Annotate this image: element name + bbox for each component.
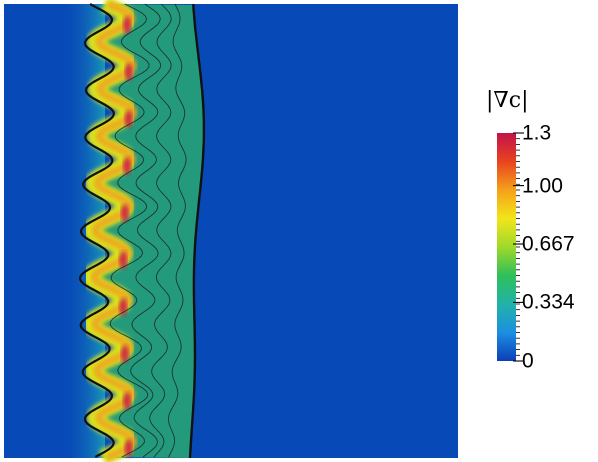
colorbar-tick-label: 0 bbox=[522, 349, 534, 373]
colorbar-ticks bbox=[513, 132, 524, 362]
hotspot bbox=[123, 392, 132, 410]
fingering-front-contour bbox=[78, 3, 115, 458]
hotspot bbox=[124, 439, 133, 457]
hotspot bbox=[119, 251, 128, 269]
colorbar-tick-label: 1.3 bbox=[522, 121, 552, 145]
right-front-contour bbox=[188, 3, 206, 459]
colorbar-tick-label: 0.667 bbox=[522, 232, 575, 256]
gradient-ridge-mid bbox=[90, 0, 138, 462]
contour-line bbox=[168, 3, 187, 458]
colorbar-title: |∇c| bbox=[486, 88, 529, 113]
contour-lines bbox=[109, 3, 187, 458]
colorbar-tick-label: 0.334 bbox=[522, 290, 575, 314]
hotspot bbox=[123, 16, 132, 34]
hotspot bbox=[124, 110, 133, 128]
colorbar bbox=[497, 133, 516, 361]
mixing-band bbox=[87, 4, 204, 458]
contour-line bbox=[149, 3, 172, 458]
contour-line bbox=[130, 3, 162, 458]
hotspot bbox=[124, 63, 133, 81]
contour-line bbox=[109, 3, 150, 458]
hotspot bbox=[120, 345, 129, 363]
hotspot bbox=[120, 204, 129, 222]
hotspot bbox=[123, 157, 132, 175]
colorbar-tick-label: 1.00 bbox=[522, 174, 563, 198]
